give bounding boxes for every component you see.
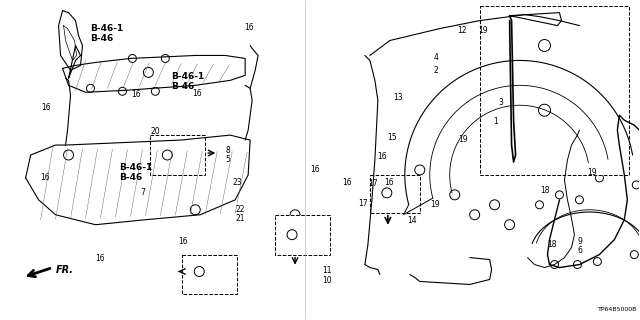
Circle shape [536, 201, 543, 209]
Text: 1: 1 [493, 117, 499, 126]
Text: 21: 21 [236, 214, 245, 223]
Text: 3: 3 [499, 98, 504, 107]
Text: 4: 4 [434, 53, 438, 62]
Circle shape [450, 190, 460, 200]
Circle shape [152, 87, 159, 95]
Circle shape [538, 40, 550, 52]
Text: 20: 20 [151, 127, 161, 136]
Text: 11: 11 [322, 266, 332, 276]
Text: 22: 22 [236, 205, 245, 214]
Circle shape [470, 210, 479, 220]
Text: 19: 19 [459, 135, 468, 144]
Text: 16: 16 [40, 173, 50, 182]
Circle shape [163, 150, 172, 160]
Circle shape [86, 84, 95, 92]
Text: B-46: B-46 [172, 82, 195, 91]
Text: 7: 7 [140, 188, 145, 197]
Circle shape [63, 150, 74, 160]
Bar [479, 6, 629, 175]
Circle shape [118, 87, 127, 95]
Circle shape [287, 230, 297, 240]
Text: 16: 16 [378, 152, 387, 161]
Text: 16: 16 [41, 103, 51, 112]
Text: B-46-1: B-46-1 [119, 164, 152, 172]
Circle shape [573, 260, 581, 268]
Text: 8: 8 [225, 146, 230, 155]
Bar [370, 175, 420, 213]
Bar [275, 215, 330, 255]
Circle shape [161, 54, 170, 62]
Text: 10: 10 [322, 276, 332, 285]
Text: 12: 12 [458, 26, 467, 35]
Text: 13: 13 [394, 93, 403, 102]
Circle shape [605, 141, 613, 149]
Text: 2: 2 [434, 66, 438, 75]
Circle shape [595, 174, 604, 182]
Text: B-46: B-46 [90, 34, 113, 43]
Text: 23: 23 [232, 178, 242, 187]
Circle shape [196, 151, 204, 159]
Circle shape [575, 196, 584, 204]
Text: 16: 16 [95, 254, 105, 263]
Text: 16: 16 [132, 90, 141, 99]
Text: 16: 16 [244, 23, 254, 32]
Text: 14: 14 [408, 216, 417, 225]
Text: 17: 17 [358, 198, 368, 207]
Text: 9: 9 [577, 237, 582, 246]
Text: 19: 19 [587, 168, 596, 177]
Text: 19: 19 [477, 26, 488, 35]
Text: B-46-1: B-46-1 [90, 24, 124, 33]
Text: 19: 19 [430, 200, 440, 209]
Circle shape [630, 251, 638, 259]
Circle shape [632, 181, 640, 189]
Bar [150, 135, 205, 175]
Circle shape [538, 104, 550, 116]
Text: 16: 16 [310, 165, 320, 174]
Circle shape [504, 220, 515, 230]
Text: TP64B5000B: TP64B5000B [598, 307, 637, 312]
Text: 18: 18 [540, 186, 550, 195]
Circle shape [195, 267, 204, 276]
Circle shape [556, 191, 563, 199]
Circle shape [129, 54, 136, 62]
Circle shape [143, 68, 154, 77]
Circle shape [550, 260, 559, 268]
Text: 16: 16 [192, 89, 202, 98]
Circle shape [415, 165, 425, 175]
Text: B-46-1: B-46-1 [172, 72, 204, 81]
Text: 16: 16 [178, 237, 188, 246]
Text: 5: 5 [225, 156, 230, 164]
Text: 16: 16 [384, 178, 394, 187]
Text: 17: 17 [368, 180, 378, 188]
Text: FR.: FR. [56, 265, 74, 275]
Bar [182, 255, 237, 294]
Circle shape [190, 205, 200, 215]
Circle shape [490, 200, 500, 210]
Text: 15: 15 [387, 133, 397, 142]
Text: 16: 16 [342, 178, 352, 187]
Circle shape [290, 210, 300, 220]
Text: 6: 6 [577, 246, 582, 255]
Text: 18: 18 [547, 240, 556, 249]
Text: B-46: B-46 [119, 173, 142, 182]
Circle shape [382, 188, 392, 198]
Circle shape [593, 258, 602, 266]
